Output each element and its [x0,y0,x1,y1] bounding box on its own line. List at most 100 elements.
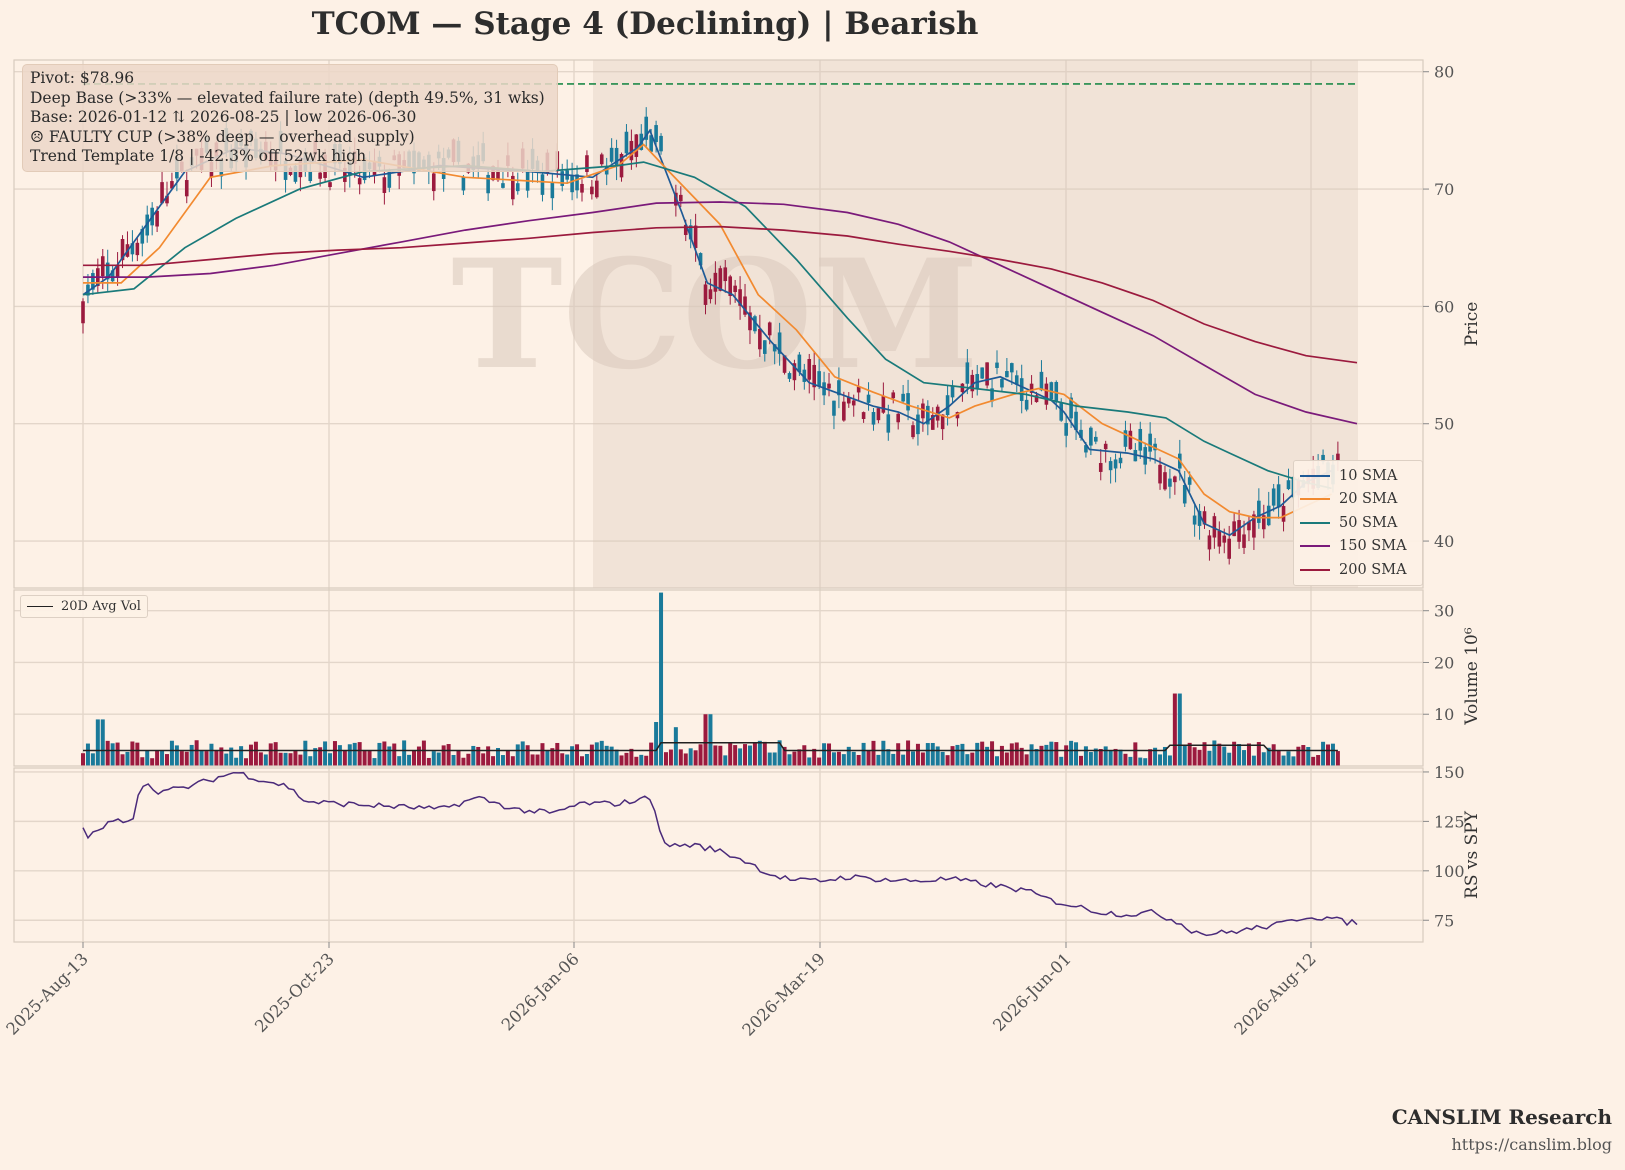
volume-bar [752,742,757,766]
volume-bar [718,745,723,766]
candle-body [1217,530,1222,547]
volume-bar [426,757,431,766]
volume-bar [994,756,999,766]
volume-bar [174,745,179,766]
candle-body [343,167,347,182]
volume-bar [579,756,584,766]
candle-body [1069,397,1073,419]
candle-body [950,385,955,398]
volume-bar [985,746,990,766]
candle-body [777,332,782,354]
candle-body [120,239,125,261]
volume-bar [392,743,397,766]
volume-bar [881,740,886,766]
volume-bar [960,743,965,766]
candle-body [762,340,767,354]
legend-label: 10 SMA [1339,467,1398,484]
volume-bar [1251,755,1256,766]
y-tick-label: 30 [1434,602,1454,621]
volume-bar [313,748,318,766]
volume-bar [1118,749,1123,766]
candle-body [817,371,821,387]
volume-bar [629,748,634,766]
candle-body [881,395,886,413]
candle-body [980,367,984,379]
candle-body [431,173,436,192]
candle-body [753,316,757,332]
volume-bar [219,747,224,766]
volume-bar [1335,751,1340,766]
candle-body [160,182,164,204]
avg-volume-line [83,741,1338,752]
candle-body [318,172,322,179]
volume-bar [1088,752,1093,766]
volume-bar [372,758,377,766]
rs-line [82,771,1358,937]
base-shading [593,60,1358,588]
volume-bar [510,756,515,766]
volume-bar [1049,741,1054,766]
candle-body [496,168,500,181]
candle-body [1074,411,1078,431]
volume-bar [856,754,861,766]
candle-body [1143,447,1148,465]
legend-entry-20-sma: 20 SMA [1300,488,1422,512]
x-tick-label: 2026-Jun-01 [989,949,1075,1035]
candle-body [758,328,762,350]
volume-bar [1019,747,1024,766]
candle-body [871,412,876,425]
volume-bar [708,714,713,766]
volume-bar [565,754,570,766]
candle-body [511,175,515,200]
candle-body [590,186,594,195]
candle-body [896,413,900,423]
candle-body [708,289,713,300]
volume-bar [1034,748,1039,766]
volume-bar [609,746,614,766]
volume-bar [915,743,920,766]
volume-bar [155,750,160,766]
volume-bar [1093,748,1098,766]
volume-bar [95,719,100,766]
volume-bar [831,752,836,766]
volume-bar [1256,742,1261,766]
x-tick-label: 2026-Mar-19 [738,949,828,1039]
volume-bar [980,741,985,766]
volume-bar [1242,750,1247,766]
candle-body [1098,463,1103,472]
x-tick-label: 2025-Aug-13 [3,949,92,1038]
candle-body [1261,515,1266,530]
volume-bar [1069,740,1074,766]
candle-body [1059,402,1064,421]
candle-body [1266,505,1271,526]
volume-bar [886,749,891,766]
volume-bar [1143,758,1148,766]
candle-body [1192,515,1197,525]
volume-bar [407,754,412,766]
candle-body [901,393,905,402]
volume-bar [244,758,249,766]
volume-bar [204,751,209,766]
volume-bar [851,751,856,766]
candle-body [624,131,629,154]
volume-bar [362,750,367,766]
volume-bar [1266,747,1271,766]
volume-bar [387,746,392,766]
volume-bar [871,740,876,766]
volume-bar [787,754,792,766]
volume-bar [1246,743,1251,766]
volume-bar [471,745,476,766]
rs-axis-label: RS vs SPY [1462,810,1482,899]
volume-bar [90,753,95,766]
volume-bar [728,743,733,766]
base-dates-label: Base: 2026-01-12 ⇅ 2026-08-25 | low 2026… [30,108,417,126]
candle-body [293,165,298,182]
volume-bar [298,754,303,766]
volume-bar [500,755,505,766]
volume-bar [906,740,911,766]
volume-bar [110,743,115,766]
candle-body [1019,378,1024,401]
candle-body [1197,510,1202,526]
candle-body [787,373,792,379]
volume-bar [1024,754,1029,766]
